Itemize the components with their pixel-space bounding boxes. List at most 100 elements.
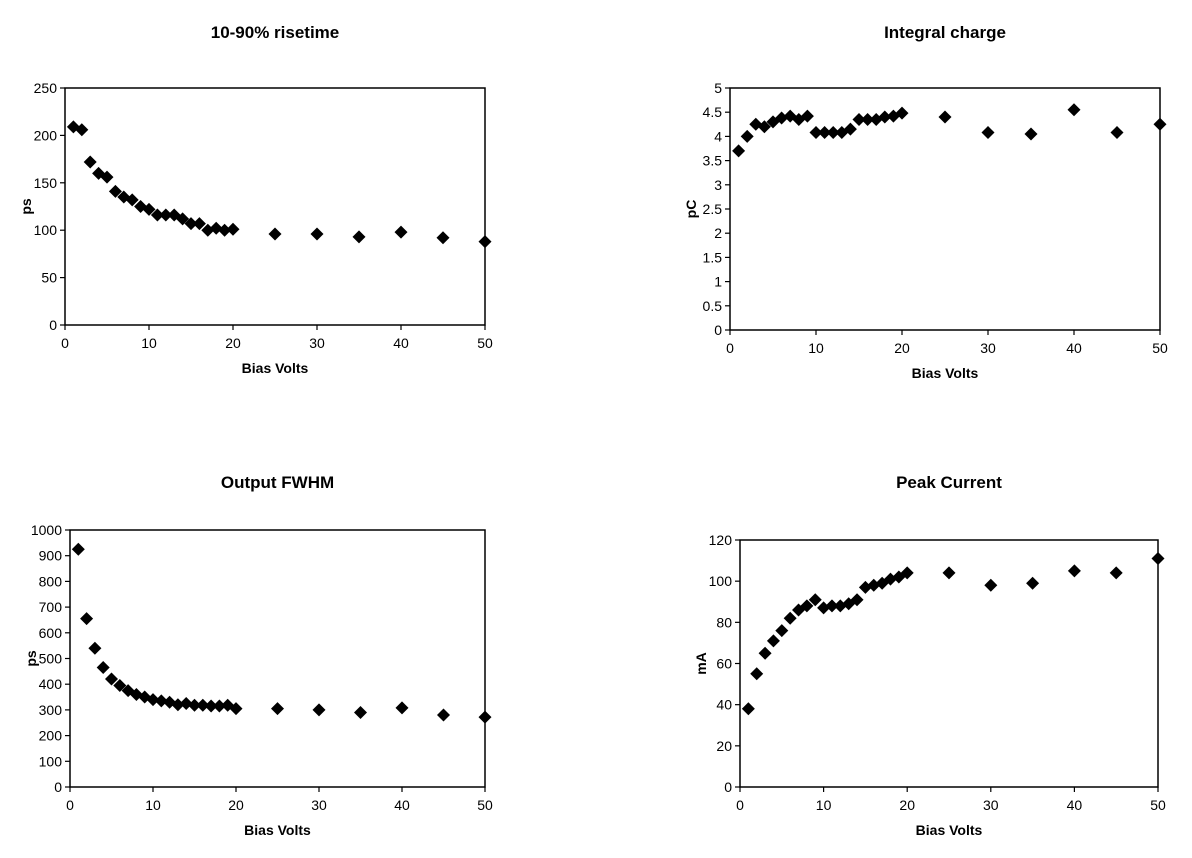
chart-2-data-point: [179, 696, 193, 710]
chart-0-xtick-label: 50: [477, 335, 493, 351]
chart-3-xtick-label: 10: [816, 797, 832, 813]
chart-output-fwhm-svg: Output FWHM01002003004005006007008009001…: [23, 473, 493, 838]
chart-0-ytick-label: 200: [34, 127, 58, 143]
chart-2-data-point: [96, 660, 110, 674]
chart-1-ytick-label: 0: [714, 322, 722, 338]
chart-3-x-axis-label: Bias Volts: [916, 822, 983, 838]
chart-3-xtick-label: 0: [736, 797, 744, 813]
chart-1-data-point: [1024, 127, 1038, 141]
chart-3-ytick-label: 80: [716, 614, 732, 630]
chart-1-data-point: [783, 109, 797, 123]
chart-3-ytick-label: 20: [716, 738, 732, 754]
chart-0-y-axis-label: ps: [18, 198, 34, 215]
chart-1-ytick-label: 4.5: [703, 104, 723, 120]
chart-2-title: Output FWHM: [221, 473, 334, 492]
chart-1-ytick-label: 3.5: [703, 153, 723, 169]
chart-2-ytick-label: 800: [39, 573, 63, 589]
chart-1-data-point: [981, 126, 995, 140]
chart-3-data-point: [858, 580, 872, 594]
chart-2-data-point: [229, 702, 243, 716]
chart-2-y-axis-label: ps: [23, 650, 39, 667]
chart-1-data-point: [1067, 103, 1081, 117]
chart-2-ytick-label: 100: [39, 753, 63, 769]
chart-1-data-point: [809, 126, 823, 140]
chart-1-data-point: [861, 112, 875, 126]
chart-2-data-point: [188, 698, 201, 712]
chart-3-ytick-label: 120: [709, 532, 733, 548]
chart-1-data-point: [843, 122, 857, 136]
chart-0-data-point: [75, 123, 89, 137]
chart-0-data-point: [134, 200, 148, 213]
chart-0-xtick-label: 20: [225, 335, 241, 351]
chart-2-xtick-label: 30: [311, 797, 327, 813]
chart-2-xtick-label: 10: [145, 797, 161, 813]
chart-3-data-point: [766, 634, 780, 648]
chart-2-data-point: [204, 699, 218, 713]
chart-0-data-point: [100, 170, 114, 184]
chart-2-data-point: [354, 705, 367, 719]
chart-0-data-point: [478, 235, 492, 249]
chart-1-xtick-label: 10: [808, 340, 824, 356]
chart-0-plot-area: [64, 87, 486, 326]
chart-0-ytick-label: 100: [34, 222, 58, 238]
chart-0-data-point: [192, 217, 206, 231]
chart-2-data-point: [171, 698, 185, 712]
chart-3-data-point: [750, 667, 764, 681]
chart-2-ytick-label: 600: [39, 625, 63, 641]
chart-2-data-point: [154, 694, 168, 708]
chart-0-title: 10-90% risetime: [211, 23, 340, 42]
chart-0-data-point: [142, 202, 156, 216]
chart-1-ytick-label: 1: [714, 274, 722, 290]
chart-1-ytick-label: 0.5: [703, 298, 723, 314]
chart-3-xtick-label: 30: [983, 797, 999, 813]
chart-3-data-point: [900, 566, 914, 580]
chart-1-data-point: [800, 109, 814, 123]
chart-2-xtick-label: 20: [228, 797, 244, 813]
chart-0-data-point: [268, 227, 282, 241]
chart-1-xtick-label: 20: [894, 340, 910, 356]
chart-2-data-point: [212, 699, 226, 713]
chart-peak-current: Peak Current 0 20 40 60 80 100 120 0 10 20 30 40 50 Bi…: [690, 470, 1192, 850]
chart-0-xtick-label: 10: [141, 335, 157, 351]
chart-2-x-axis-label: Bias Volts: [244, 822, 311, 838]
chart-0-data-point: [159, 208, 173, 222]
chart-1-xtick-label: 0: [726, 340, 734, 356]
chart-1-data-point: [878, 110, 892, 124]
chart-1-data-point: [895, 106, 909, 120]
chart-0-data-point: [150, 208, 164, 222]
chart-1-xtick-label: 30: [980, 340, 996, 356]
chart-0-xtick-label: 40: [393, 335, 409, 351]
chart-3-data-point: [758, 646, 772, 660]
chart-3-data-point: [792, 603, 806, 617]
chart-2-ytick-label: 400: [39, 676, 63, 692]
chart-1-xtick-label: 40: [1066, 340, 1082, 356]
chart-3-xtick-label: 40: [1067, 797, 1083, 813]
chart-3-data-point: [1109, 566, 1123, 580]
chart-3-data-point: [942, 566, 956, 580]
chart-0-data-point: [125, 193, 139, 207]
chart-2-ytick-label: 0: [54, 779, 62, 795]
chart-0-xtick-label: 30: [309, 335, 325, 351]
chart-3-data-point: [775, 624, 789, 638]
chart-2-xtick-label: 0: [66, 797, 74, 813]
chart-1-ytick-label: 2: [714, 225, 722, 241]
chart-2-data-point: [395, 701, 409, 715]
chart-3-xtick-label: 50: [1150, 797, 1166, 813]
chart-risetime: 10-90% risetime 0 50 100 150 200 250 0 10 20 30 40 5…: [18, 20, 580, 400]
chart-3-data-point: [741, 702, 755, 716]
chart-0-data-point: [394, 225, 408, 239]
chart-0-ytick-label: 0: [49, 317, 57, 333]
chart-2-data-point: [71, 542, 85, 556]
chart-0-x-axis-label: Bias Volts: [242, 360, 309, 376]
chart-3-data-point: [1151, 552, 1165, 566]
chart-0-data-point: [201, 223, 215, 237]
chart-3-xtick-label: 20: [899, 797, 915, 813]
chart-3-data-point: [783, 611, 797, 625]
chart-2-ytick-label: 200: [39, 728, 63, 744]
chart-0-xtick-label: 0: [61, 335, 69, 351]
chart-2-data-point: [478, 710, 492, 724]
chart-peak-current-svg: Peak Current 0 20 40 60 80 100 120 0 10 20 30 40 50 Bi…: [693, 473, 1166, 838]
chart-0-data-point: [184, 217, 198, 231]
chart-0-data-point: [436, 231, 450, 245]
